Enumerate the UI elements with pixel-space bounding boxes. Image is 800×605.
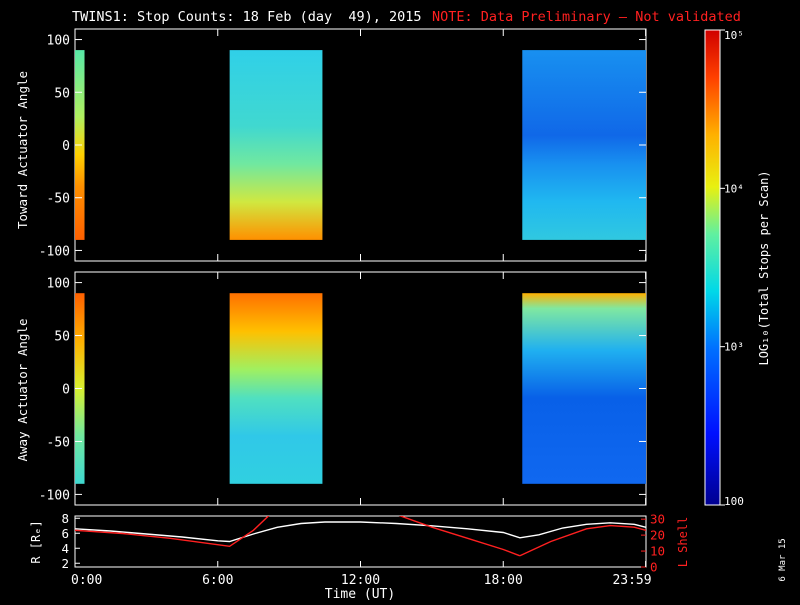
toward-ytick-label: -100: [39, 244, 70, 259]
colorbar-tick-label: 10⁵: [724, 29, 744, 42]
time-tick-label: 12:00: [341, 573, 380, 588]
orbit-right-tick-label: 20: [650, 528, 665, 543]
toward-ytick-label: 0: [62, 139, 70, 154]
orbit-left-tick-label: 4: [61, 541, 69, 556]
lshell-line: [75, 516, 270, 548]
toward-panel: 100 50 0 -50 -100 Toward Actuator Angle: [15, 28, 647, 262]
lshell-line: [519, 524, 646, 557]
away-panel: 100 50 0 -50 -100 Away Actuator Angle: [15, 271, 647, 506]
away-ytick-label: 0: [62, 383, 70, 398]
colorbar-scale: [704, 29, 721, 506]
orbit-left-label: R [Rₑ]: [29, 520, 43, 563]
away-ytick-label: -50: [47, 435, 70, 450]
toward-ylabel: Toward Actuator Angle: [15, 71, 30, 229]
colorbar-tick-label: 10⁴: [724, 182, 744, 195]
orbit-left-tick-label: 6: [61, 526, 69, 541]
toward-ytick-label: -50: [47, 192, 70, 207]
colorbar: 10⁵ 10⁴ 10³ 100 LOG₁₀(Total Stops per Scan): [704, 29, 771, 508]
away-ytick-label: 50: [54, 330, 70, 345]
away-ytick-label: 100: [47, 277, 70, 292]
preliminary-note: NOTE: Data Preliminary – Not validated: [432, 9, 741, 25]
radius-line: [75, 521, 646, 543]
time-tick-label: 6:00: [202, 573, 233, 588]
toward-ytick-label: 100: [47, 34, 70, 49]
orbit-right-tick-label: 30: [650, 512, 665, 527]
away-data-block-low: [522, 293, 646, 484]
figure-title: TWINS1: Stop Counts: 18 Feb (day 49), 20…: [72, 9, 422, 25]
orbit-left-tick-label: 8: [61, 511, 69, 526]
away-ytick-label: -100: [39, 488, 70, 503]
generation-date: 6 Mar 15: [778, 538, 788, 581]
lshell-line: [398, 516, 521, 557]
toward-data-block-low: [522, 50, 646, 240]
orbit-left-tick-label: 2: [61, 556, 69, 571]
colorbar-label: LOG₁₀(Total Stops per Scan): [757, 170, 771, 365]
colorbar-tick-label: 100: [724, 495, 744, 508]
toward-data-block-mid: [229, 50, 323, 240]
orbit-right-label: L Shell: [676, 517, 690, 568]
time-tick-label: 23:59: [612, 573, 651, 588]
orbit-plot-area: [74, 515, 647, 568]
time-tick-label: 18:00: [484, 573, 523, 588]
away-data-block-mid: [229, 293, 323, 484]
colorbar-tick-label: 10³: [724, 341, 744, 354]
away-ylabel: Away Actuator Angle: [15, 319, 30, 462]
time-tick-label: 0:00: [71, 573, 102, 588]
toward-ytick-label: 50: [54, 86, 70, 101]
time-axis-label: Time (UT): [325, 587, 395, 600]
orbit-right-tick-label: 10: [650, 544, 665, 559]
orbit-right-tick-label: 0: [650, 560, 658, 575]
